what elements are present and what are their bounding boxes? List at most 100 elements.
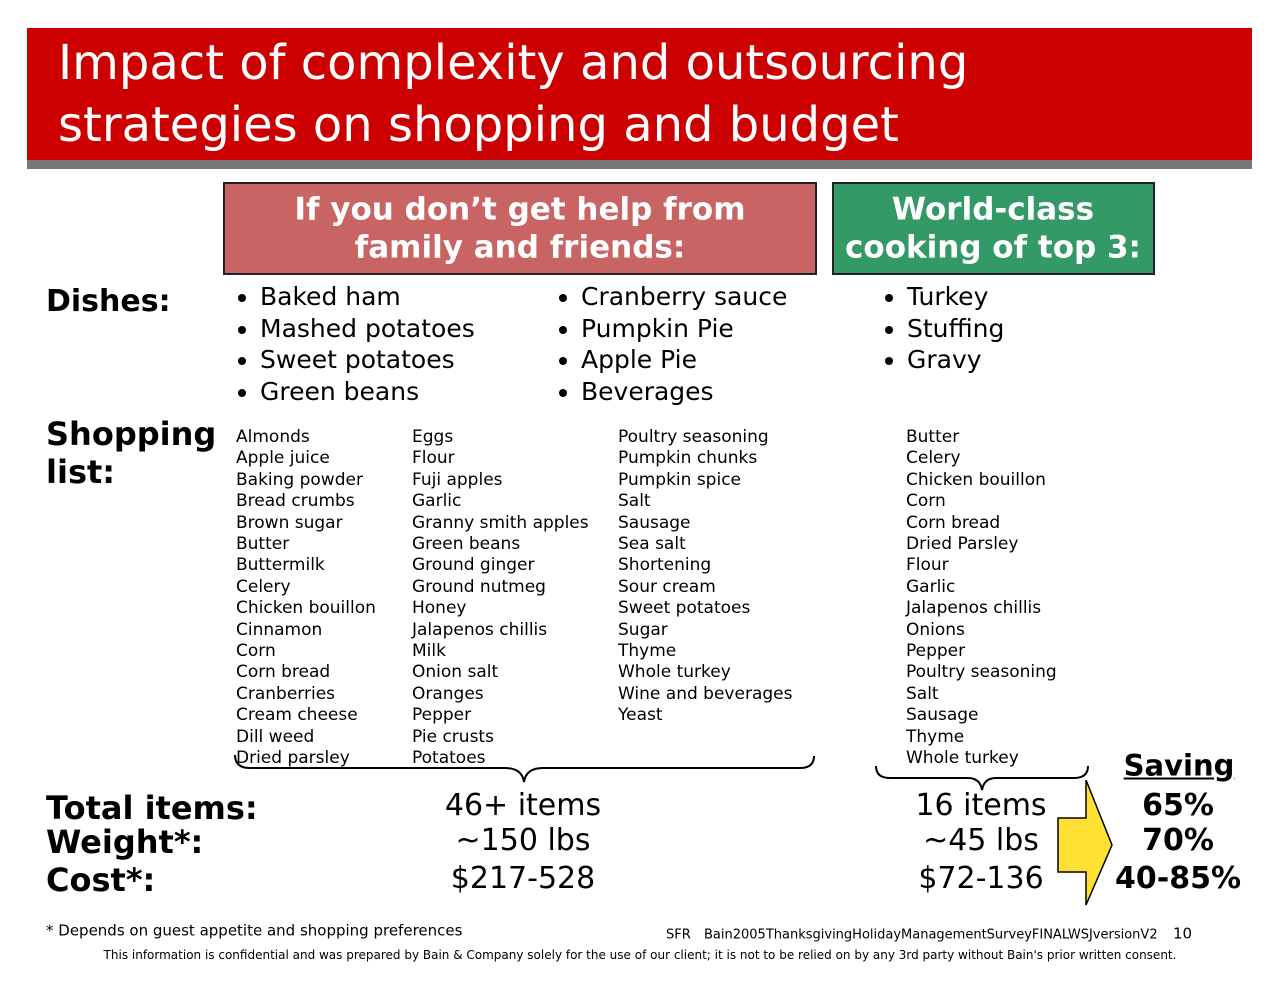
shopping-item: Green beans (412, 534, 521, 555)
dish-item: Beverages (581, 376, 787, 408)
shopping-item: Apple juice (236, 448, 330, 469)
shopping-item: Chicken bouillon (906, 469, 1046, 490)
left-heading: If you don’t get help from (294, 191, 746, 228)
shopping-item: Buttermilk (236, 555, 325, 576)
total-value: 46+ items (444, 788, 602, 823)
shopping-item: Corn (236, 641, 276, 662)
shopping-item: Celery (236, 576, 291, 597)
shopping-item: Wine and beverages (618, 683, 793, 704)
shopping-column: Eggs Flour Fuji apples Garlic Granny smith a… (412, 427, 589, 770)
shopping-item: Flour (412, 448, 455, 469)
saving-value: 40-85% (1114, 861, 1242, 896)
shopping-item: Almonds (236, 427, 310, 447)
shopping-item: Brown sugar (236, 512, 343, 533)
dish-list: Baked hamMashed potatoesSweet potatoesGr… (230, 281, 475, 407)
title-line: strategies on shopping and budget (58, 97, 899, 153)
shopping-item: Butter (906, 427, 960, 447)
shopping-item: Baking powder (236, 469, 363, 490)
shopping-item: Pepper (906, 641, 966, 662)
file-name: Bain2005ThanksgivingHolidayManagementSur… (704, 927, 1158, 943)
dish-list: Cranberry saucePumpkin PieApple PieBever… (551, 281, 787, 407)
shopping-item: Cream cheese (236, 705, 358, 726)
shopping-item: Sausage (906, 705, 979, 726)
shopping-item: Sour cream (618, 576, 716, 597)
shopping-item: Pie crusts (412, 726, 494, 747)
shopping-item: Pepper (412, 705, 472, 726)
right-heading: cooking of top 3: (845, 229, 1141, 266)
shopping-item: Celery (906, 448, 961, 469)
shopping-item: Butter (236, 534, 290, 555)
shopping-item: Ground nutmeg (412, 576, 546, 597)
shopping-item: Sweet potatoes (618, 598, 751, 619)
shopping-item: Jalapenos chillis (412, 619, 548, 640)
dish-item: Turkey (907, 281, 1004, 313)
total-value: 16 items (915, 788, 1047, 823)
shopping-item: Pumpkin spice (618, 469, 742, 490)
row-label: Shopping (46, 415, 217, 453)
dish-item: Green beans (260, 376, 475, 408)
row-label: Weight*: (46, 823, 204, 861)
total-value: ~150 lbs (455, 823, 591, 858)
saving-value: 70% (1142, 823, 1214, 858)
shopping-item: Onion salt (412, 662, 499, 683)
dish-item: Baked ham (260, 281, 475, 313)
row-label: Dishes: (46, 284, 171, 319)
footnote: * Depends on guest appetite and shopping… (46, 921, 463, 940)
shopping-item: Flour (906, 555, 949, 576)
source: SFR (666, 927, 691, 943)
dish-item: Cranberry sauce (581, 281, 787, 313)
left-heading: family and friends: (354, 229, 686, 266)
shopping-item: Poultry seasoning (906, 662, 1057, 683)
shopping-item: Dried parsley (236, 748, 350, 769)
shopping-item: Milk (412, 641, 446, 662)
saving-label: Saving (1123, 748, 1235, 783)
total-value: $72-136 (918, 861, 1044, 896)
shopping-item: Jalapenos chillis (906, 598, 1042, 619)
shopping-item: Poultry seasoning (618, 427, 769, 447)
shopping-item: Thyme (618, 641, 677, 662)
right-heading: World-class (891, 191, 1095, 228)
shopping-item: Bread crumbs (236, 491, 355, 512)
dish-item: Sweet potatoes (260, 344, 475, 376)
right-brace (875, 765, 1089, 791)
dish-item: Gravy (907, 344, 1004, 376)
row-label: Total items: (46, 789, 258, 827)
saving-arrow (1057, 779, 1113, 906)
right-heading-box (832, 182, 1155, 275)
shopping-item: Pumpkin chunks (618, 448, 758, 469)
shopping-item: Yeast (618, 705, 663, 726)
dish-item: Pumpkin Pie (581, 313, 787, 345)
shopping-item: Dill weed (236, 726, 315, 747)
confidential: This information is confidential and was… (103, 948, 1177, 962)
shopping-item: Corn bread (236, 662, 331, 683)
shopping-item: Sausage (618, 512, 691, 533)
row-label: list: (46, 453, 116, 491)
shopping-item: Oranges (412, 683, 484, 704)
shopping-column: Poultry seasoning Pumpkin chunks Pumpkin s… (618, 427, 792, 727)
shopping-item: Corn bread (906, 512, 1001, 533)
shopping-item: Salt (618, 491, 651, 512)
total-value: $217-528 (450, 861, 596, 896)
shopping-item: Sea salt (618, 534, 686, 555)
shopping-item: Cranberries (236, 683, 336, 704)
shopping-item: Ground ginger (412, 555, 535, 576)
row-label: Cost*: (46, 861, 156, 899)
shopping-item: Granny smith apples (412, 512, 589, 533)
dish-item: Apple Pie (581, 344, 787, 376)
shopping-item: Shortening (618, 555, 712, 576)
shopping-item: Chicken bouillon (236, 598, 376, 619)
shopping-item: Whole turkey (618, 662, 731, 683)
dish-item: Mashed potatoes (260, 313, 475, 345)
title-line: Impact of complexity and outsourcing (58, 35, 969, 91)
shopping-item: Whole turkey (906, 748, 1019, 769)
page-number: 10 (1173, 924, 1193, 943)
dish-list: TurkeyStuffingGravy (887, 281, 1004, 376)
shopping-item: Sugar (618, 619, 668, 640)
title-rule (27, 160, 1252, 169)
shopping-item: Honey (412, 598, 467, 619)
shopping-item: Thyme (906, 726, 965, 747)
total-value: ~45 lbs (923, 823, 1039, 858)
saving-value: 65% (1142, 788, 1214, 823)
